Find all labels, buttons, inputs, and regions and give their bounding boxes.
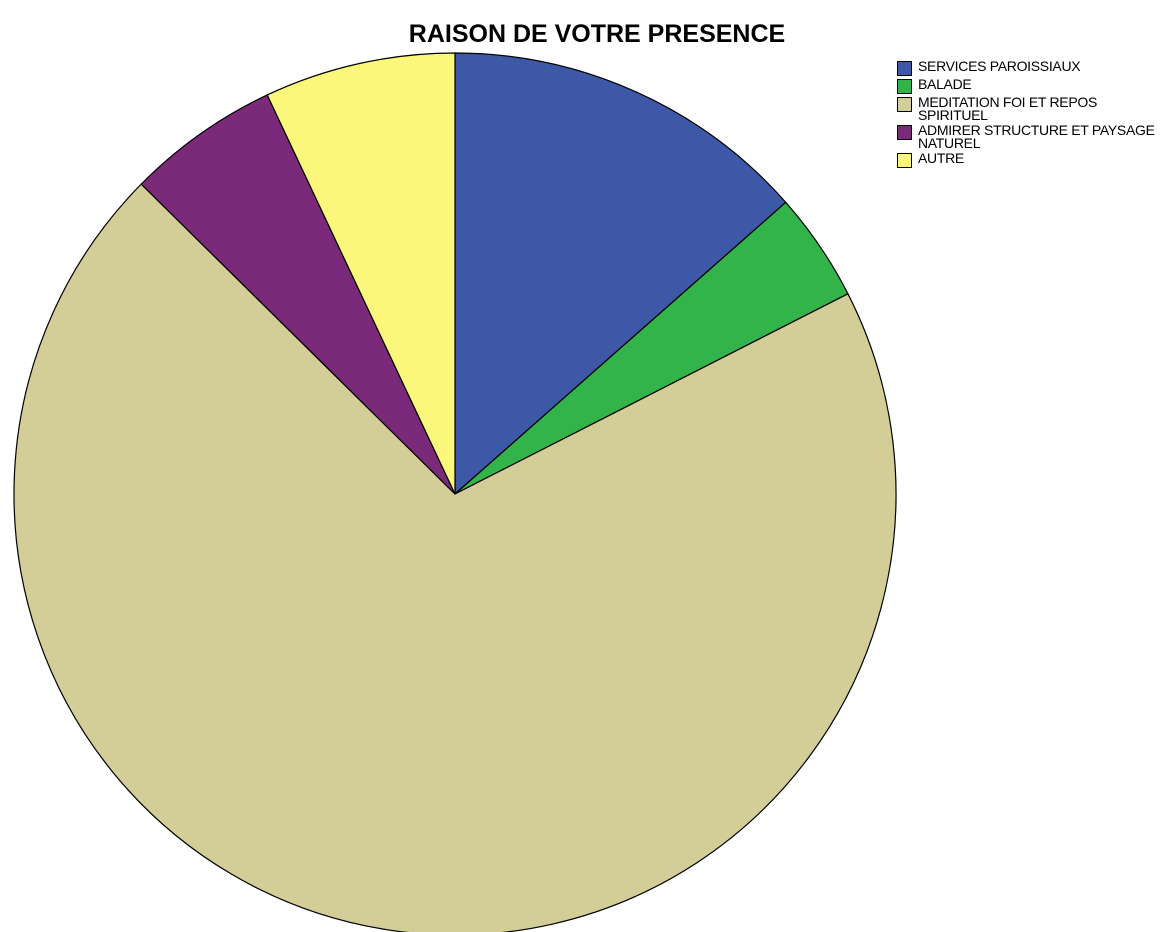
legend-item: BALADE bbox=[897, 76, 1167, 94]
pie-slice bbox=[454, 52, 787, 496]
legend-label: BALADE bbox=[918, 76, 972, 92]
legend-swatch bbox=[897, 97, 912, 112]
legend-swatch bbox=[897, 61, 912, 76]
legend-swatch bbox=[897, 153, 912, 168]
legend-item: SERVICES PAROISSIAUX bbox=[897, 58, 1167, 76]
legend-swatch bbox=[897, 125, 912, 140]
legend-swatch bbox=[897, 79, 912, 94]
pie-slice bbox=[266, 52, 456, 495]
pie-slice bbox=[13, 183, 897, 932]
chart-title: RAISON DE VOTRE PRESENCE bbox=[409, 20, 785, 48]
legend-label: SERVICES PAROISSIAUX bbox=[918, 58, 1081, 74]
legend-item: AUTRE bbox=[897, 150, 1167, 168]
legend-item: ADMIRER STRUCTURE ET PAYSAGE NATUREL bbox=[897, 122, 1167, 151]
pie-slice bbox=[140, 94, 456, 495]
legend: SERVICES PAROISSIAUX BALADE MEDITATION FOI… bbox=[897, 58, 1167, 170]
legend-item: MEDITATION FOI ET REPOS SPIRITUEL bbox=[897, 94, 1167, 123]
legend-label: AUTRE bbox=[918, 150, 964, 166]
legend-label: MEDITATION FOI ET REPOS SPIRITUEL bbox=[918, 94, 1098, 123]
legend-label: ADMIRER STRUCTURE ET PAYSAGE NATUREL bbox=[918, 122, 1155, 151]
